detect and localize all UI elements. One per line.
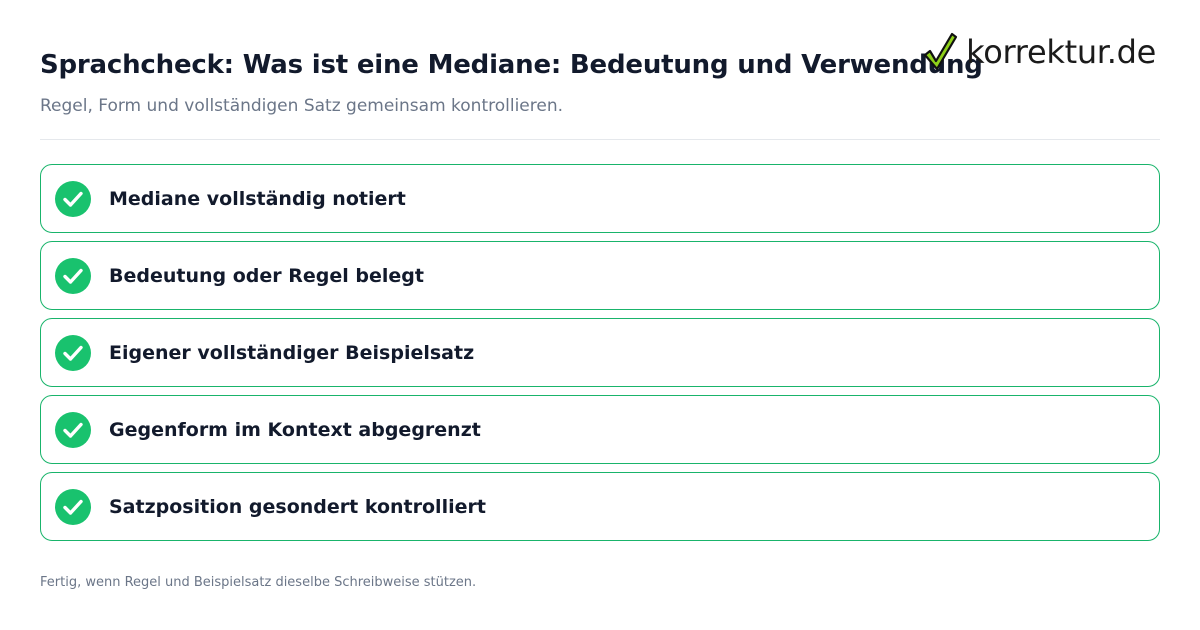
checklist-item-label: Gegenform im Kontext abgegrenzt [109, 418, 481, 441]
checklist-item-label: Bedeutung oder Regel belegt [109, 264, 424, 287]
checklist-item: Mediane vollständig notiert [40, 164, 1160, 233]
page-subtitle: Regel, Form und vollständigen Satz gemei… [40, 96, 564, 116]
page-title: Sprachcheck: Was ist eine Mediane: Bedeu… [40, 50, 983, 80]
header: Sprachcheck: Was ist eine Mediane: Bedeu… [40, 0, 1160, 140]
check-circle-icon [55, 180, 91, 217]
brand-name: korrektur.de [966, 33, 1156, 71]
checklist-item: Eigener vollständiger Beispielsatz [40, 318, 1160, 387]
checkmark-icon [924, 32, 958, 71]
checklist-item-label: Mediane vollständig notiert [109, 187, 406, 210]
checklist-item-label: Eigener vollständiger Beispielsatz [109, 341, 475, 364]
checklist-item-label: Satzposition gesondert kontrolliert [109, 495, 486, 518]
brand-logo: korrektur.de [922, 30, 1156, 74]
check-circle-icon [55, 257, 91, 294]
check-circle-icon [55, 411, 91, 448]
footer-note: Fertig, wenn Regel und Beispielsatz dies… [40, 575, 477, 590]
check-circle-icon [55, 488, 91, 525]
checklist: Mediane vollständig notiert Bedeutung od… [40, 164, 1160, 549]
checklist-item: Bedeutung oder Regel belegt [40, 241, 1160, 310]
checklist-item: Satzposition gesondert kontrolliert [40, 472, 1160, 541]
check-circle-icon [55, 334, 91, 371]
checklist-item: Gegenform im Kontext abgegrenzt [40, 395, 1160, 464]
